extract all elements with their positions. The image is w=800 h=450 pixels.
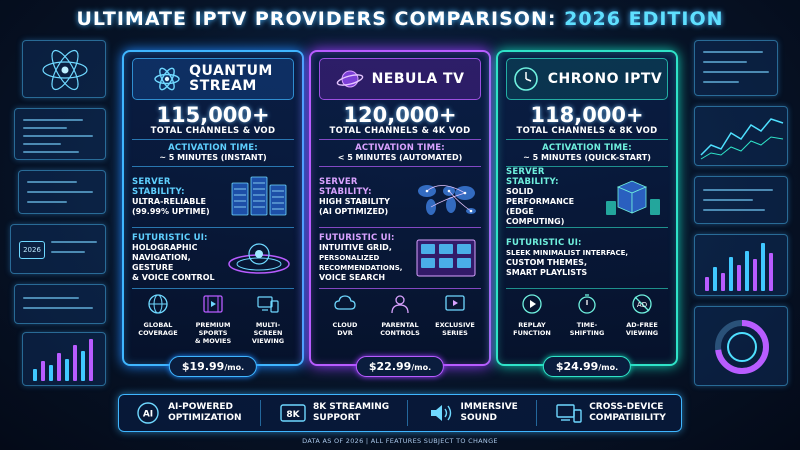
page-title: ULTIMATE IPTV PROVIDERS COMPARISON: 2026… xyxy=(0,8,800,30)
svg-text:AD: AD xyxy=(637,301,647,309)
feature-list: REPLAY FUNCTION TIME- SHIFTING AD AD-FRE… xyxy=(506,293,668,337)
parental-icon xyxy=(391,295,409,314)
feature-list: CLOUD DVR PARENTAL CONTROLS EXCLUSIVE SE… xyxy=(319,293,481,337)
common-feature-sound: IMMERSIVE SOUND xyxy=(427,401,518,425)
provider-name: NEBULA TV xyxy=(371,70,465,87)
feature-item: PREMIUM SPORTS & MOVIES xyxy=(187,293,239,345)
replay-icon xyxy=(522,294,542,314)
feature-item: GLOBAL COVERAGE xyxy=(132,293,184,345)
svg-text:AI: AI xyxy=(143,410,153,420)
page-title-main: ULTIMATE IPTV PROVIDERS COMPARISON: xyxy=(76,8,557,30)
common-features-bar: AI AI-POWERED OPTIMIZATION 8K 8K STREAMI… xyxy=(118,394,682,432)
left-data-panel-2 xyxy=(18,170,106,214)
world-map-icon xyxy=(418,185,476,215)
clock-icon xyxy=(513,67,538,91)
card-header: NEBULA TV xyxy=(319,58,481,100)
right-bar-chart xyxy=(694,234,788,296)
feature-item: EXCLUSIVE SERIES xyxy=(429,293,481,337)
common-feature-devices: CROSS-DEVICE COMPATIBILITY xyxy=(555,401,666,425)
server-stability: SERVER STABILITY: ULTRA-RELIABLE (99.99%… xyxy=(132,170,294,224)
grid-interface-icon xyxy=(416,239,476,277)
feature-item: TIME- SHIFTING xyxy=(561,293,613,337)
multi-screen-icon xyxy=(257,296,279,313)
activation-time: ACTIVATION TIME: < 5 MINUTES (AUTOMATED) xyxy=(337,143,463,162)
provider-card-nebula-tv: NEBULA TV 120,000+ TOTAL CHANNELS & 4K V… xyxy=(309,50,491,377)
page-title-year: 2026 EDITION xyxy=(564,8,724,30)
provider-card-chrono-iptv: CHRONO IPTV 118,000+ TOTAL CHANNELS & 8K… xyxy=(496,50,678,377)
right-decor-panel xyxy=(686,40,796,390)
server-stability: SERVER STABILITY: SOLID PERFORMANCE (EDG… xyxy=(506,167,668,226)
server-stability: SERVER STABILITY: HIGH STABILITY (AI OPT… xyxy=(319,170,481,224)
feature-item: REPLAY FUNCTION xyxy=(506,293,558,337)
channel-count-label: TOTAL CHANNELS & 8K VOD xyxy=(516,126,658,136)
feature-item: MULTI-SCREEN VIEWING xyxy=(242,293,294,345)
ai-chip-icon: AI xyxy=(137,402,159,424)
no-ads-icon: AD xyxy=(632,294,652,314)
provider-name: QUANTUM STREAM xyxy=(189,63,273,94)
devices-icon xyxy=(556,404,582,423)
price-badge[interactable]: $19.99/mo. xyxy=(168,356,258,377)
right-gauge xyxy=(694,306,788,386)
feature-item: CLOUD DVR xyxy=(319,293,371,337)
left-bar-chart xyxy=(22,332,106,386)
provider-name: CHRONO IPTV xyxy=(547,70,663,87)
left-year-panel: 2026 xyxy=(10,224,106,274)
right-line-chart xyxy=(694,106,788,166)
channel-count-label: TOTAL CHANNELS & 4K VOD xyxy=(329,126,471,136)
footnote: DATA AS OF 2026 | ALL FEATURES SUBJECT T… xyxy=(302,437,498,445)
server-rack-icon xyxy=(231,176,287,216)
atom-hologram xyxy=(22,40,106,98)
futuristic-ui: FUTURISTIC UI: SLEEK MINIMALIST INTERFAC… xyxy=(506,238,629,277)
left-decor-panel: 2026 xyxy=(4,40,114,390)
svg-text:8K: 8K xyxy=(286,410,300,420)
price-badge[interactable]: $22.99/mo. xyxy=(355,356,445,377)
8k-icon: 8K xyxy=(280,404,306,422)
speaker-icon xyxy=(430,405,451,421)
feature-item: AD AD-FREE VIEWING xyxy=(616,293,668,337)
right-data-panel-2 xyxy=(694,176,788,224)
right-data-panel-1 xyxy=(694,40,778,96)
planet-icon xyxy=(336,70,363,88)
card-header: CHRONO IPTV xyxy=(506,58,668,100)
timer-icon xyxy=(578,294,596,314)
play-screen-icon xyxy=(445,295,465,311)
server-cluster-icon xyxy=(606,180,660,215)
hologram-ring-icon xyxy=(228,243,290,274)
left-data-panel-3 xyxy=(14,284,106,324)
feature-list: GLOBAL COVERAGE PREMIUM SPORTS & MOVIES … xyxy=(132,293,294,345)
common-feature-8k: 8K 8K STREAMING SUPPORT xyxy=(279,401,389,425)
channel-count: 115,000+ xyxy=(156,103,270,127)
futuristic-ui: FUTURISTIC UI: INTUITIVE GRID, PERSONALI… xyxy=(319,231,481,285)
feature-item: PARENTAL CONTROLS xyxy=(374,293,426,337)
left-data-panel-1 xyxy=(14,108,106,160)
globe-icon xyxy=(148,294,168,314)
common-feature-ai: AI AI-POWERED OPTIMIZATION xyxy=(134,401,242,425)
provider-card-quantum-stream: QUANTUM STREAM 115,000+ TOTAL CHANNELS &… xyxy=(122,50,304,377)
activation-time: ACTIVATION TIME: ~ 5 MINUTES (INSTANT) xyxy=(159,143,267,162)
channel-count-label: TOTAL CHANNELS & VOD xyxy=(150,126,276,136)
futuristic-ui: FUTURISTIC UI: HOLOGRAPHIC NAVIGATION, G… xyxy=(132,231,294,285)
activation-time: ACTIVATION TIME: ~ 5 MINUTES (QUICK-STAR… xyxy=(523,143,651,162)
card-header: QUANTUM STREAM xyxy=(132,58,294,100)
cloud-icon xyxy=(334,295,356,310)
atom-icon xyxy=(154,67,180,91)
film-icon xyxy=(203,295,223,313)
channel-count: 118,000+ xyxy=(530,103,644,127)
channel-count: 120,000+ xyxy=(343,103,457,127)
price-badge[interactable]: $24.99/mo. xyxy=(542,356,632,377)
